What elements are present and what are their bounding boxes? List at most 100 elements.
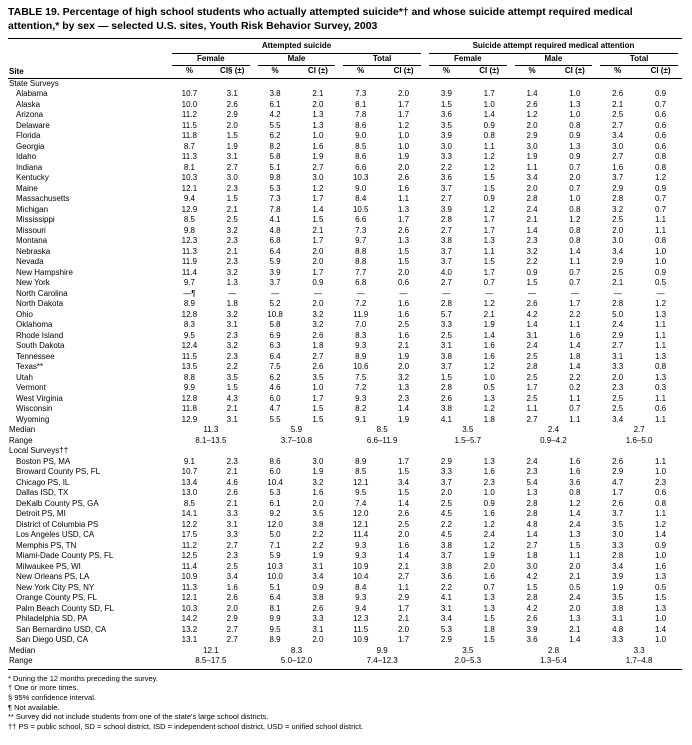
- value-cell: 8.3: [290, 645, 303, 655]
- value-cell: 2.7: [612, 152, 624, 162]
- value-cell: 1.0: [569, 89, 581, 99]
- value-cell: 2.4: [526, 456, 538, 466]
- value-cell: 2.8: [612, 551, 624, 561]
- value-cell: 2.6: [612, 498, 624, 508]
- value-cell: 1.0: [654, 467, 667, 477]
- value-cell: 0.6: [654, 141, 667, 151]
- value-cell: 1.5: [397, 488, 410, 498]
- value-cell: 1.1: [654, 320, 667, 330]
- value-cell: 3.3: [440, 320, 452, 330]
- site-cell: New York City PS, NY: [16, 582, 95, 592]
- value-cell: 2.4: [547, 425, 560, 435]
- value-cell: 2.3: [226, 257, 238, 267]
- col-header-percent: %: [168, 66, 211, 79]
- value-cell: 3.1: [226, 152, 238, 162]
- value-cell: 7.4: [355, 498, 367, 508]
- value-cell: 1.3: [312, 110, 324, 120]
- value-cell: 5.9: [269, 551, 281, 561]
- value-cell: 1.7–4.8: [596, 656, 682, 670]
- value-cell: 7.3: [355, 225, 367, 235]
- data-table: Site Attempted suicide Suicide attempt r…: [8, 38, 682, 670]
- value-cell: 1.6: [397, 309, 410, 319]
- value-cell: 4.8: [526, 519, 538, 529]
- value-cell: 1.4: [569, 246, 581, 256]
- value-cell: 1.9: [312, 152, 324, 162]
- value-cell: 11.2: [181, 540, 197, 550]
- footnote: * During the 12 months preceding the sur…: [8, 673, 158, 683]
- value-cell: 3.4: [612, 561, 624, 571]
- site-cell: Miami-Dade County PS, FL: [16, 551, 114, 561]
- site-cell: New York: [16, 278, 50, 288]
- value-cell: 1.2: [397, 120, 410, 130]
- value-cell: 6.2: [269, 372, 281, 382]
- col-header-percent: %: [339, 66, 383, 79]
- value-cell: 10.0: [181, 99, 198, 109]
- value-cell: 1.2: [483, 162, 495, 172]
- col-header-percent: %: [596, 66, 640, 79]
- value-cell: 2.4: [526, 204, 538, 214]
- value-cell: 9.0: [355, 183, 367, 193]
- value-cell: 7.8: [269, 204, 281, 214]
- value-cell: 2.2: [440, 519, 452, 529]
- value-cell: 1.6: [483, 341, 495, 351]
- col-header-percent: %: [510, 66, 554, 79]
- value-cell: 2.4: [526, 341, 538, 351]
- value-cell: 0.9: [483, 120, 495, 130]
- value-cell: 2.1: [612, 278, 624, 288]
- value-cell: 2.7: [440, 225, 452, 235]
- value-cell: 3.6: [569, 477, 581, 487]
- value-cell: 4.8: [269, 225, 281, 235]
- value-cell: 1.4: [569, 362, 581, 372]
- footnote: ¶ Not available.: [8, 702, 60, 712]
- table-row: New Orleans PS, LA 10.9 3.4 10.0 3.4 10.4 2.7 3…: [8, 572, 682, 583]
- value-cell: 0.7: [569, 162, 581, 172]
- value-cell: 1.1: [569, 257, 581, 267]
- site-cell: Alaska: [16, 99, 41, 109]
- value-cell: 4.6: [226, 477, 238, 487]
- value-cell: 1.1: [654, 225, 667, 235]
- column-header-row: % CI§ (±) % CI (±) % CI (±) % CI (±) % C…: [8, 66, 682, 79]
- value-cell: 3.3: [312, 614, 324, 624]
- value-cell: 10.6: [352, 362, 369, 372]
- footnote: § 95% confidence interval.: [8, 692, 96, 702]
- site-cell: Dallas ISD, TX: [16, 488, 69, 498]
- table-row: South Dakota 12.4 3.2 6.3 1.8 9.3 2.1 3.1 1.6 2.4…: [8, 341, 682, 352]
- value-cell: 8.1: [355, 99, 367, 109]
- table-row: Dallas ISD, TX 13.0 2.6 5.3 1.6 9.5 1.5 2.0 1.0 1…: [8, 488, 682, 499]
- value-cell: 2.8: [526, 362, 538, 372]
- value-cell: 2.2: [226, 362, 238, 372]
- value-cell: 1.6: [483, 467, 495, 477]
- value-cell: 1.2: [483, 299, 495, 309]
- value-cell: 1.0: [312, 383, 324, 393]
- value-cell: 1.0: [569, 194, 581, 204]
- value-cell: 11.5: [181, 120, 197, 130]
- value-cell: 1.5: [440, 372, 452, 382]
- value-cell: 2.5: [440, 498, 452, 508]
- table-row: Nebraska 11.3 2.1 6.4 2.0 8.8 1.5 3.7 1.1 3.2 1.4 3…: [8, 247, 682, 258]
- value-cell: 3.4: [526, 173, 538, 183]
- value-cell: 1.6: [569, 467, 581, 477]
- value-cell: 1.4: [526, 530, 538, 540]
- value-cell: 2.9: [440, 635, 452, 645]
- value-cell: 2.3: [226, 551, 238, 561]
- value-cell: 0.8: [569, 204, 581, 214]
- value-cell: 1.4: [397, 404, 410, 414]
- value-cell: 1.4: [654, 530, 667, 540]
- value-cell: 1.3: [483, 456, 495, 466]
- value-cell: 0.8: [654, 152, 667, 162]
- table-row: Alaska 10.0 2.6 6.1 2.0 8.1 1.7 1.5 1.0 2.6 1.3 2.1…: [8, 100, 682, 111]
- value-cell: 1.0: [397, 141, 410, 151]
- value-cell: 10.3: [352, 173, 369, 183]
- value-cell: 1.7: [397, 99, 410, 109]
- subgroup-male-1: Male: [254, 54, 340, 67]
- value-cell: 2.1: [397, 614, 410, 624]
- site-cell: Texas**: [16, 362, 44, 372]
- value-cell: 3.2: [526, 246, 538, 256]
- site-cell: Ohio: [16, 309, 33, 319]
- value-cell: 1.1: [569, 414, 581, 424]
- value-cell: 2.6: [397, 225, 410, 235]
- col-header-percent: %: [253, 66, 297, 79]
- value-cell: 3.1: [440, 341, 452, 351]
- footnotes: * During the 12 months preceding the sur…: [8, 674, 682, 732]
- value-cell: 2.8: [526, 498, 538, 508]
